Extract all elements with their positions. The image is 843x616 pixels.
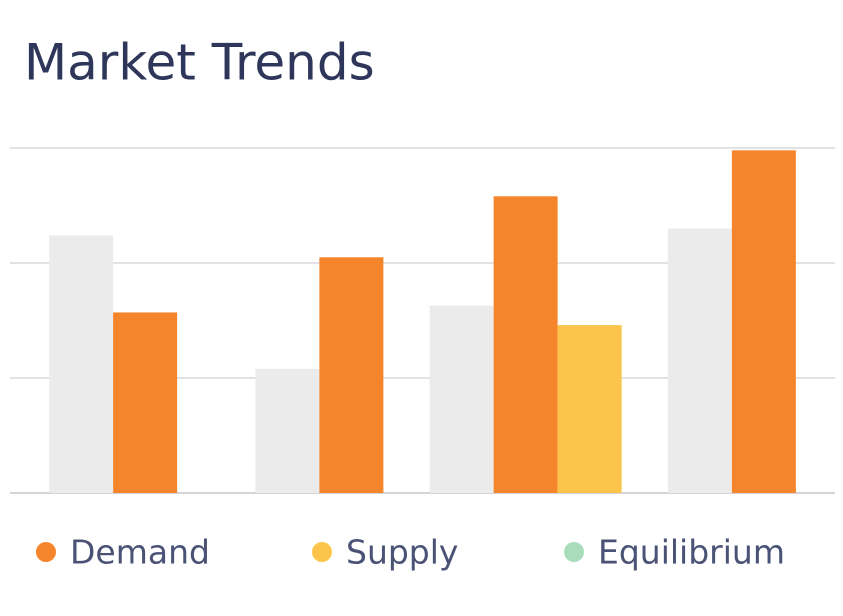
legend-marker (564, 542, 584, 562)
legend-marker (36, 542, 56, 562)
bar (113, 312, 178, 493)
legend-label: Equilibrium (598, 533, 785, 572)
bar (429, 305, 494, 493)
legend-label: Supply (346, 533, 458, 572)
legend-label: Demand (70, 533, 210, 572)
legend-marker (312, 542, 332, 562)
bar (255, 368, 320, 493)
bar (493, 196, 558, 494)
bar (731, 150, 796, 494)
bar (667, 228, 732, 493)
bar (49, 235, 114, 493)
bar (319, 257, 384, 493)
chart-title: Market Trends (24, 34, 375, 92)
bar (557, 325, 622, 493)
